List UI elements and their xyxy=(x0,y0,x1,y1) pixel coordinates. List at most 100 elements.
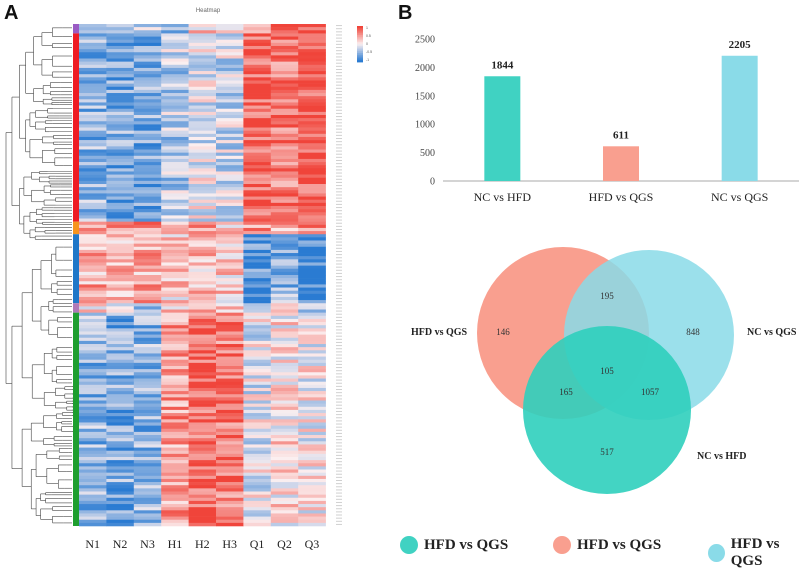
heatmap-cell xyxy=(79,453,107,458)
heatmap-cell xyxy=(161,58,189,62)
heatmap-cell xyxy=(133,300,162,304)
heatmap-cell xyxy=(270,447,299,451)
heatmap-cell xyxy=(188,221,217,226)
heatmap-cell xyxy=(216,130,244,135)
heatmap-cell xyxy=(79,177,107,182)
heatmap-cell xyxy=(161,27,189,31)
heatmap-cell xyxy=(106,441,135,445)
legend-item-3: HFD vs QGS xyxy=(708,536,809,570)
heatmap-cell xyxy=(298,180,326,185)
heatmap-cell xyxy=(133,447,162,451)
heatmap-cell xyxy=(298,55,326,59)
heatmap-cell xyxy=(161,472,189,477)
heatmap-cell xyxy=(243,510,272,514)
heatmap-cell xyxy=(106,315,135,320)
heatmap-cell xyxy=(298,359,326,364)
heatmap-cell xyxy=(133,180,162,185)
venn-set-label-nc-vs-qgs: NC vs QGS xyxy=(747,327,797,338)
heatmap-cell xyxy=(270,419,299,423)
bar-data-label: 1844 xyxy=(491,59,514,71)
heatmap-cell xyxy=(216,513,244,517)
heatmap-cell xyxy=(243,67,272,72)
heatmap-cell xyxy=(270,174,299,179)
heatmap-cell xyxy=(79,27,107,31)
heatmap-cell xyxy=(270,500,299,505)
heatmap-cell xyxy=(188,431,217,436)
heatmap-cell xyxy=(79,162,107,166)
heatmap-cell xyxy=(106,334,135,339)
heatmap-cell xyxy=(270,199,299,204)
heatmap-cell xyxy=(216,416,244,420)
heatmap-cell xyxy=(133,196,162,200)
heatmap-cell xyxy=(188,312,217,317)
heatmap-cell xyxy=(216,24,244,28)
heatmap-cell xyxy=(270,497,299,502)
heatmap-cell xyxy=(79,49,107,53)
heatmap-cell xyxy=(188,463,217,467)
heatmap-cell xyxy=(188,205,217,210)
heatmap-cell xyxy=(243,328,272,332)
heatmap-cell xyxy=(243,158,272,163)
heatmap-cell xyxy=(161,155,189,160)
heatmap-cell xyxy=(270,224,299,229)
heatmap-cell xyxy=(243,61,272,66)
heatmap-cell xyxy=(79,199,107,204)
heatmap-cell xyxy=(133,124,162,128)
heatmap-cell xyxy=(106,409,135,414)
heatmap-cell xyxy=(133,472,162,477)
heatmap-cell xyxy=(161,303,189,307)
heatmap-cell xyxy=(79,133,107,138)
heatmap-cell xyxy=(133,158,162,163)
heatmap-cell xyxy=(243,187,272,191)
heatmap-cell xyxy=(188,218,217,222)
heatmap-cell xyxy=(298,130,326,135)
heatmap-cell xyxy=(106,322,135,326)
heatmap-cell xyxy=(216,469,244,473)
heatmap-cell xyxy=(270,331,299,335)
heatmap-cell xyxy=(243,369,272,373)
heatmap-cell xyxy=(188,212,217,216)
heatmap-cell xyxy=(298,394,326,398)
heatmap-cell xyxy=(243,231,272,235)
heatmap-cell xyxy=(298,387,326,392)
heatmap-cell xyxy=(243,469,272,473)
heatmap-cell xyxy=(106,227,135,232)
heatmap-cell xyxy=(216,45,244,50)
heatmap-cell xyxy=(216,262,244,266)
heatmap-title: Heatmap xyxy=(196,8,221,14)
heatmap-cell xyxy=(106,384,135,389)
bar-chart-x-tick-label: NC vs HFD xyxy=(474,190,532,204)
heatmap-cell xyxy=(243,58,272,62)
heatmap-cell xyxy=(216,456,244,461)
heatmap-cell xyxy=(133,485,162,489)
heatmap-cell xyxy=(188,494,217,499)
heatmap-cell xyxy=(298,344,326,348)
heatmap-cell xyxy=(188,391,217,395)
heatmap-cell xyxy=(79,105,107,110)
heatmap-cell xyxy=(188,177,217,182)
heatmap-cell xyxy=(79,504,107,508)
heatmap-cell xyxy=(216,205,244,210)
heatmap-cell xyxy=(161,306,189,310)
heatmap-cell xyxy=(243,205,272,210)
legend-gradient-step xyxy=(357,56,363,59)
heatmap-cell xyxy=(216,243,244,248)
heatmap-cell xyxy=(188,507,217,511)
heatmap-cell xyxy=(270,130,299,135)
heatmap-cell xyxy=(188,435,217,439)
heatmap-cell xyxy=(298,143,326,147)
heatmap-cell xyxy=(216,74,244,78)
heatmap-cell xyxy=(270,519,299,524)
heatmap-cell xyxy=(161,33,189,37)
heatmap-cell xyxy=(243,209,272,213)
heatmap-cell xyxy=(133,74,162,78)
heatmap-cell xyxy=(133,278,162,282)
heatmap-cell xyxy=(133,205,162,210)
venn-count-only-nc-qgs: 848 xyxy=(686,327,700,337)
heatmap-cell xyxy=(161,281,189,285)
heatmap-cell xyxy=(188,441,217,445)
heatmap-cell xyxy=(79,221,107,226)
heatmap-cell xyxy=(133,422,162,426)
heatmap-cell xyxy=(298,444,326,448)
